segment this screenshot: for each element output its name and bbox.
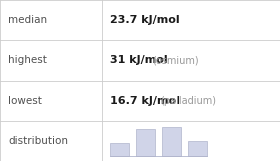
Text: median: median <box>8 15 47 25</box>
Text: highest: highest <box>8 55 47 65</box>
Text: 16.7 kJ/mol   (palladium): 16.7 kJ/mol (palladium) <box>110 96 263 106</box>
Text: 16.7 kJ/mol: 16.7 kJ/mol <box>110 96 180 106</box>
Bar <box>188 142 207 156</box>
Text: lowest: lowest <box>8 96 42 106</box>
Text: (osmium): (osmium) <box>152 55 198 65</box>
Text: 31 kJ/mol   (osmium): 31 kJ/mol (osmium) <box>110 55 239 65</box>
Text: distribution: distribution <box>8 136 68 146</box>
Bar <box>162 127 181 156</box>
Text: (palladium): (palladium) <box>160 96 216 106</box>
Text: 31 kJ/mol: 31 kJ/mol <box>110 55 168 65</box>
Bar <box>136 129 155 156</box>
Bar <box>110 143 129 156</box>
Text: 23.7 kJ/mol: 23.7 kJ/mol <box>110 15 180 25</box>
